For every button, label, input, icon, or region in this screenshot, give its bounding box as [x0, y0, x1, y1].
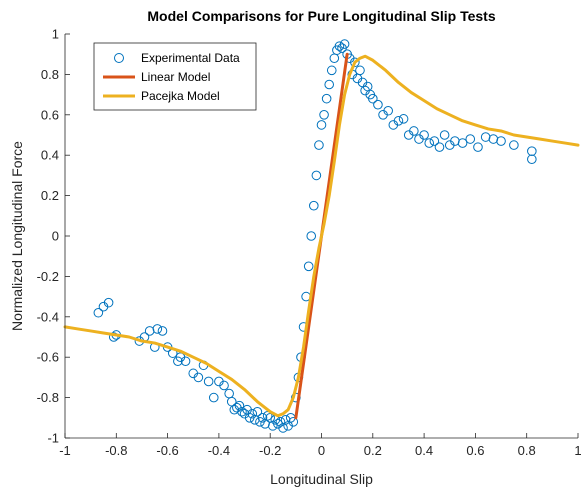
x-tick-label: 0.8 — [518, 443, 536, 458]
scatter-point — [257, 413, 268, 423]
pacejka-model-line — [63, 54, 580, 418]
x-tick-label: 0 — [318, 443, 325, 458]
legend-marker-experimental — [114, 53, 124, 63]
scatter-point — [480, 132, 491, 142]
scatter-point — [393, 116, 404, 126]
scatter-point — [434, 142, 445, 152]
scatter-point — [424, 138, 435, 148]
y-tick-label: 0.8 — [41, 67, 59, 82]
scatter-point — [457, 138, 468, 148]
scatter-point — [319, 110, 329, 120]
scatter-point — [321, 93, 332, 104]
scatter-point — [334, 41, 345, 51]
scatter-point — [383, 105, 393, 116]
scatter-point — [488, 134, 499, 144]
marks-group — [63, 39, 580, 433]
scatter-point — [193, 372, 204, 383]
scatter-point — [234, 400, 245, 411]
scatter-point — [450, 136, 460, 146]
x-tick-label: -0.8 — [105, 443, 127, 458]
scatter-point — [93, 307, 104, 318]
y-tick-label: 0 — [52, 229, 59, 244]
scatter-point — [324, 79, 334, 90]
legend-label-experimental: Experimental Data — [141, 51, 240, 65]
scatter-point — [473, 142, 483, 152]
y-tick-label: 0.6 — [41, 107, 59, 122]
legend: Experimental Data Linear Model Pacejka M… — [93, 42, 257, 111]
scatter-point — [219, 380, 229, 391]
scatter-point — [398, 114, 409, 124]
scatter-point — [237, 406, 247, 417]
scatter-point — [203, 376, 214, 387]
scatter-point — [288, 417, 299, 427]
y-axis-label: Normalized Longitudinal Force — [9, 141, 25, 331]
x-tick-label: -0.2 — [259, 443, 281, 458]
scatter-point — [103, 297, 114, 308]
chart-title: Model Comparisons for Pure Longitudinal … — [147, 8, 495, 24]
scatter-point — [368, 93, 378, 104]
scatter-point — [108, 332, 119, 342]
y-tick-label: -0.2 — [37, 269, 59, 284]
scatter-point — [326, 65, 337, 76]
scatter-point — [419, 130, 429, 140]
scatter-point — [275, 417, 286, 427]
scatter-point — [157, 326, 168, 336]
x-tick-label: -0.6 — [156, 443, 178, 458]
x-tick-label: -0.4 — [208, 443, 230, 458]
x-tick-label: -1 — [59, 443, 71, 458]
scatter-point — [496, 136, 506, 146]
scatter-point — [208, 392, 219, 403]
y-tick-label: -0.8 — [37, 390, 59, 405]
scatter-point — [144, 326, 155, 336]
x-axis-label: Longitudinal Slip — [270, 471, 373, 487]
scatter-point — [247, 408, 258, 419]
scatter-point — [314, 140, 324, 150]
legend-label-linear: Linear Model — [141, 70, 210, 84]
scatter-point — [509, 140, 519, 150]
scatter-point — [316, 120, 327, 130]
x-tick-label: 0.4 — [415, 443, 433, 458]
scatter-point — [465, 134, 476, 144]
scatter-point — [252, 406, 263, 417]
scatter-point — [311, 170, 322, 181]
scatter-point — [303, 261, 314, 272]
scatter-point — [429, 136, 440, 146]
legend-label-pacejka: Pacejka Model — [141, 89, 220, 103]
scatter-point — [267, 421, 278, 431]
x-tick-label: 1 — [574, 443, 581, 458]
scatter-point — [350, 57, 360, 68]
y-tick-label: -0.4 — [37, 309, 59, 324]
scatter-point — [527, 154, 537, 165]
scatter-point — [180, 356, 191, 367]
scatter-point — [339, 39, 350, 49]
scatter-point — [280, 415, 291, 425]
x-tick-label: 0.6 — [466, 443, 484, 458]
x-tick-label: 0.2 — [364, 443, 382, 458]
scatter-point — [439, 130, 450, 140]
scatter-point — [373, 99, 383, 110]
y-tick-label: -1 — [47, 431, 59, 446]
scatter-point — [306, 231, 317, 241]
scatter-point — [527, 146, 537, 156]
scatter-point — [355, 65, 365, 76]
y-tick-label: -0.6 — [37, 350, 59, 365]
scatter-point — [409, 126, 419, 136]
y-tick-label: 0.2 — [41, 188, 59, 203]
scatter-point — [309, 200, 319, 211]
y-tick-label: 1 — [52, 27, 59, 42]
scatter-point — [152, 324, 163, 334]
axes-group: -1 -0.8 -0.6 -0.4 -0.2 0 0.2 0.4 0.6 0.8 1 -1 -0.8 -0… — [37, 27, 582, 459]
y-tick-label: 0.4 — [41, 148, 59, 163]
